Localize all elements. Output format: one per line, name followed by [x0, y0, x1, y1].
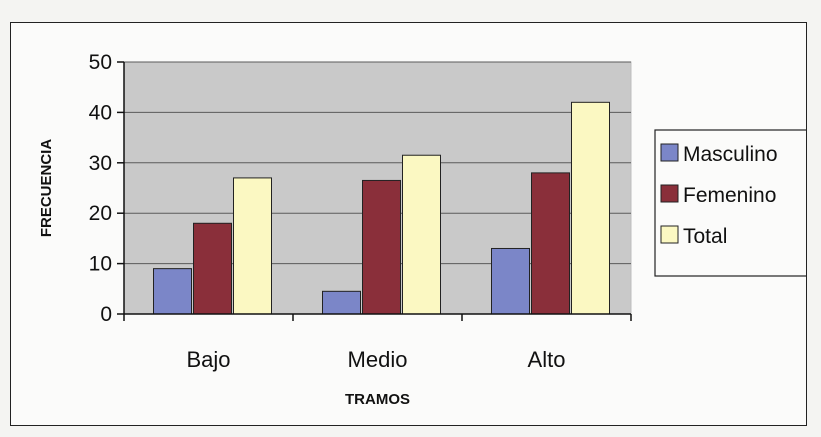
bar-chart: 0 10 20 30 40 50 Bajo Medio Alto TRAMOS FRECUENC…	[38, 51, 806, 408]
bar-masculino-alto	[491, 247, 530, 315]
y-axis-title: FRECUENCIA	[38, 139, 55, 238]
bar-femenino-medio	[362, 179, 401, 315]
legend-swatch-masculino	[660, 143, 679, 162]
y-tick-label: 10	[89, 253, 112, 276]
legend-label-masculino: Masculino	[683, 143, 778, 166]
x-tick-label-medio: Medio	[348, 347, 408, 372]
legend-box	[654, 129, 806, 277]
bar-total-medio	[402, 154, 441, 315]
bar-masculino-medio	[322, 290, 361, 315]
y-tick-label: 20	[89, 202, 112, 225]
axes: 0 10 20 30 40 50 Bajo Medio Alto	[89, 51, 632, 372]
x-tick-label-bajo: Bajo	[186, 347, 230, 372]
legend: Masculino Femenino Total	[654, 129, 806, 277]
y-tick-label: 30	[89, 152, 112, 175]
y-tick-label: 0	[100, 303, 112, 326]
bar-femenino-bajo	[193, 222, 232, 315]
bar-masculino-bajo	[153, 268, 192, 315]
legend-swatch-total	[660, 225, 679, 244]
plot-area	[123, 61, 632, 315]
chart-frame: 0 10 20 30 40 50 Bajo Medio Alto TRAMOS FRECUENC…	[10, 22, 807, 426]
y-tick-label: 50	[89, 51, 112, 74]
bar-femenino-alto	[531, 172, 570, 315]
legend-swatch-femenino	[660, 184, 679, 203]
y-tick-label: 40	[89, 101, 112, 124]
legend-label-total: Total	[683, 225, 727, 248]
x-axis-title: TRAMOS	[345, 391, 410, 408]
legend-label-femenino: Femenino	[683, 184, 776, 207]
bar-total-bajo	[233, 177, 272, 315]
bar-total-alto	[571, 101, 610, 315]
x-tick-label-alto: Alto	[528, 347, 566, 372]
